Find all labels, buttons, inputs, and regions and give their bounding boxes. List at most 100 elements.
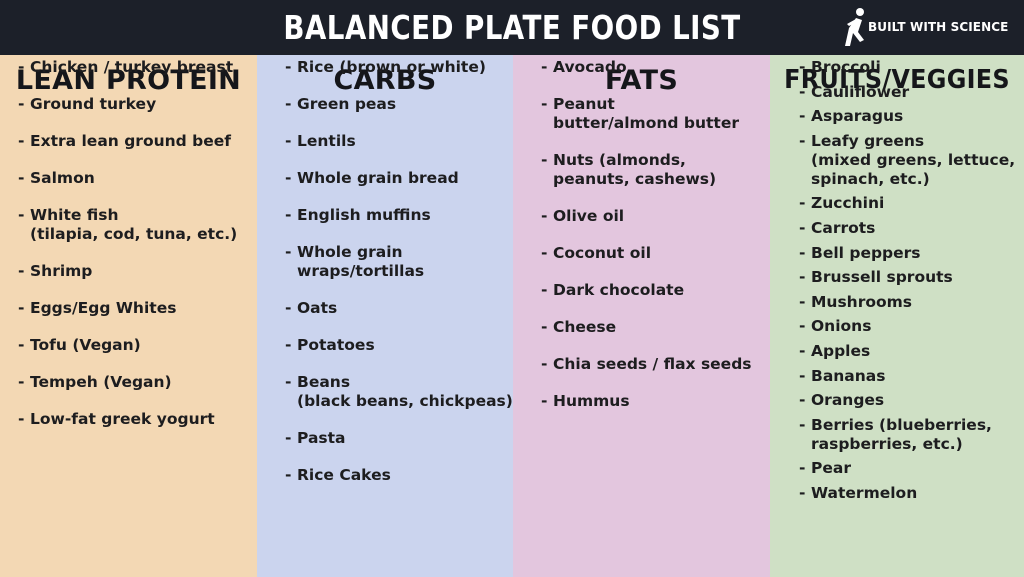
- list-item: Beans(black beans, chickpeas): [285, 373, 513, 411]
- list-item: Oranges: [799, 391, 1015, 410]
- list-item-text: Beans: [297, 373, 351, 391]
- running-person-logo-icon: [845, 8, 864, 46]
- list-item: English muffins: [285, 206, 513, 225]
- list-item: Berries (blueberries,raspberries, etc.): [799, 416, 1015, 454]
- list-item-text: Bell peppers: [811, 243, 921, 262]
- list-item: Avocado: [541, 58, 752, 77]
- list-item: Pasta: [285, 429, 513, 448]
- list-item: Apples: [799, 342, 1015, 361]
- list-item-text: Pear: [811, 459, 851, 478]
- list-item: Lentils: [285, 132, 513, 151]
- list-item-text: Zucchini: [811, 194, 885, 213]
- list-item: Dark chocolate: [541, 281, 752, 300]
- list-item-text: spinach, etc.): [811, 169, 930, 188]
- list-item: Rice (brown or white): [285, 58, 513, 77]
- list-item: Leafy greens(mixed greens, lettuce,spina…: [799, 132, 1015, 189]
- list-item: Onions: [799, 317, 1015, 336]
- list-item-text: Dark chocolate: [553, 281, 685, 299]
- list-item-text: Lentils: [297, 132, 356, 150]
- list-item: Oats: [285, 299, 513, 318]
- list-item-text: Tempeh (Vegan): [30, 373, 172, 391]
- list-item-text: Leafy greens: [811, 131, 925, 150]
- list-item: Olive oil: [541, 207, 752, 226]
- list-item-text: Whole grain: [297, 243, 403, 261]
- list-item-text: Pasta: [297, 429, 346, 447]
- fruits-veggies-list: Broccoli Cauliflower Asparagus Leafy greens…: [799, 58, 1015, 509]
- page-title: BALANCED PLATE FOOD LIST: [283, 8, 741, 47]
- list-item-text: Carrots: [811, 218, 876, 237]
- list-item-text: Bananas: [811, 366, 886, 385]
- list-item: Carrots: [799, 219, 1015, 238]
- carbs-list: Rice (brown or white) Green peas Lentils Wh…: [285, 58, 513, 503]
- column-fats: FATS: [513, 55, 770, 577]
- list-item: Low-fat greek yogurt: [18, 410, 237, 429]
- list-item-text: Shrimp: [30, 262, 93, 280]
- list-item: Salmon: [18, 169, 237, 188]
- brand-logo: BUILT WITH SCIENCE: [838, 6, 1008, 50]
- list-item: White fish(tilapia, cod, tuna, etc.): [18, 206, 237, 244]
- list-item: Cheese: [541, 318, 752, 337]
- list-item-text: (mixed greens, lettuce,: [811, 150, 1016, 169]
- list-item-text: Chicken / turkey breast: [30, 58, 234, 76]
- list-item: Extra lean ground beef: [18, 132, 237, 151]
- list-item-text: Olive oil: [553, 207, 625, 225]
- list-item-text: Chia seeds / flax seeds: [553, 355, 752, 373]
- list-item: Bananas: [799, 367, 1015, 386]
- list-item: Broccoli: [799, 58, 1015, 77]
- list-item-text: raspberries, etc.): [811, 434, 963, 453]
- list-item-text: Oats: [297, 299, 338, 317]
- list-item-text: Salmon: [30, 169, 95, 187]
- list-item-text: Avocado: [553, 58, 627, 76]
- list-item: Watermelon: [799, 484, 1015, 503]
- list-item: Tofu (Vegan): [18, 336, 237, 355]
- list-item-text: Coconut oil: [553, 244, 652, 262]
- list-item-text: White fish: [30, 206, 119, 224]
- list-item: Potatoes: [285, 336, 513, 355]
- list-item-text: Whole grain bread: [297, 169, 459, 187]
- list-item-text: Tofu (Vegan): [30, 336, 141, 354]
- list-item: Zucchini: [799, 194, 1015, 213]
- list-item-text: Ground turkey: [30, 95, 157, 113]
- list-item-text: peanuts, cashews): [553, 170, 717, 188]
- list-item-text: Potatoes: [297, 336, 375, 354]
- list-item-text: Low-fat greek yogurt: [30, 410, 215, 428]
- list-item-text: wraps/tortillas: [297, 262, 425, 280]
- list-item: Ground turkey: [18, 95, 237, 114]
- list-item-text: Brussell sprouts: [811, 268, 953, 287]
- list-item-text: Peanut: [553, 95, 615, 113]
- list-item-text: Watermelon: [811, 483, 918, 502]
- list-item: Tempeh (Vegan): [18, 373, 237, 392]
- lean-protein-list: Chicken / turkey breast Ground turkey Extr…: [18, 58, 237, 447]
- list-item-text: (tilapia, cod, tuna, etc.): [30, 225, 238, 243]
- list-item-text: Berries (blueberries,: [811, 415, 992, 434]
- list-item-text: Eggs/Egg Whites: [30, 299, 177, 317]
- list-item-text: Rice (brown or white): [297, 58, 486, 76]
- list-item-text: Apples: [811, 341, 871, 360]
- list-item: Nuts (almonds,peanuts, cashews): [541, 151, 752, 189]
- list-item: Rice Cakes: [285, 466, 513, 485]
- list-item: Bell peppers: [799, 244, 1015, 263]
- list-item: Shrimp: [18, 262, 237, 281]
- list-item-text: Onions: [811, 317, 872, 336]
- brand-name: BUILT WITH SCIENCE: [868, 20, 1009, 34]
- list-item-text: Broccoli: [811, 58, 881, 76]
- list-item: Chia seeds / flax seeds: [541, 355, 752, 374]
- list-item: Hummus: [541, 392, 752, 411]
- header-bar: BALANCED PLATE FOOD LIST BUILT WITH SCIE…: [0, 0, 1024, 55]
- list-item-text: Cheese: [553, 318, 617, 336]
- list-item-text: Green peas: [297, 95, 397, 113]
- list-item: Green peas: [285, 95, 513, 114]
- list-item-text: Nuts (almonds,: [553, 151, 686, 169]
- list-item-text: English muffins: [297, 206, 431, 224]
- list-item-text: Mushrooms: [811, 292, 913, 311]
- list-item: Asparagus: [799, 107, 1015, 126]
- list-item: Eggs/Egg Whites: [18, 299, 237, 318]
- list-item: Coconut oil: [541, 244, 752, 263]
- list-item-text: Hummus: [553, 392, 630, 410]
- list-item-text: butter/almond butter: [553, 114, 739, 132]
- list-item: Pear: [799, 459, 1015, 478]
- list-item: Brussell sprouts: [799, 268, 1015, 287]
- list-item-text: (black beans, chickpeas): [297, 392, 513, 410]
